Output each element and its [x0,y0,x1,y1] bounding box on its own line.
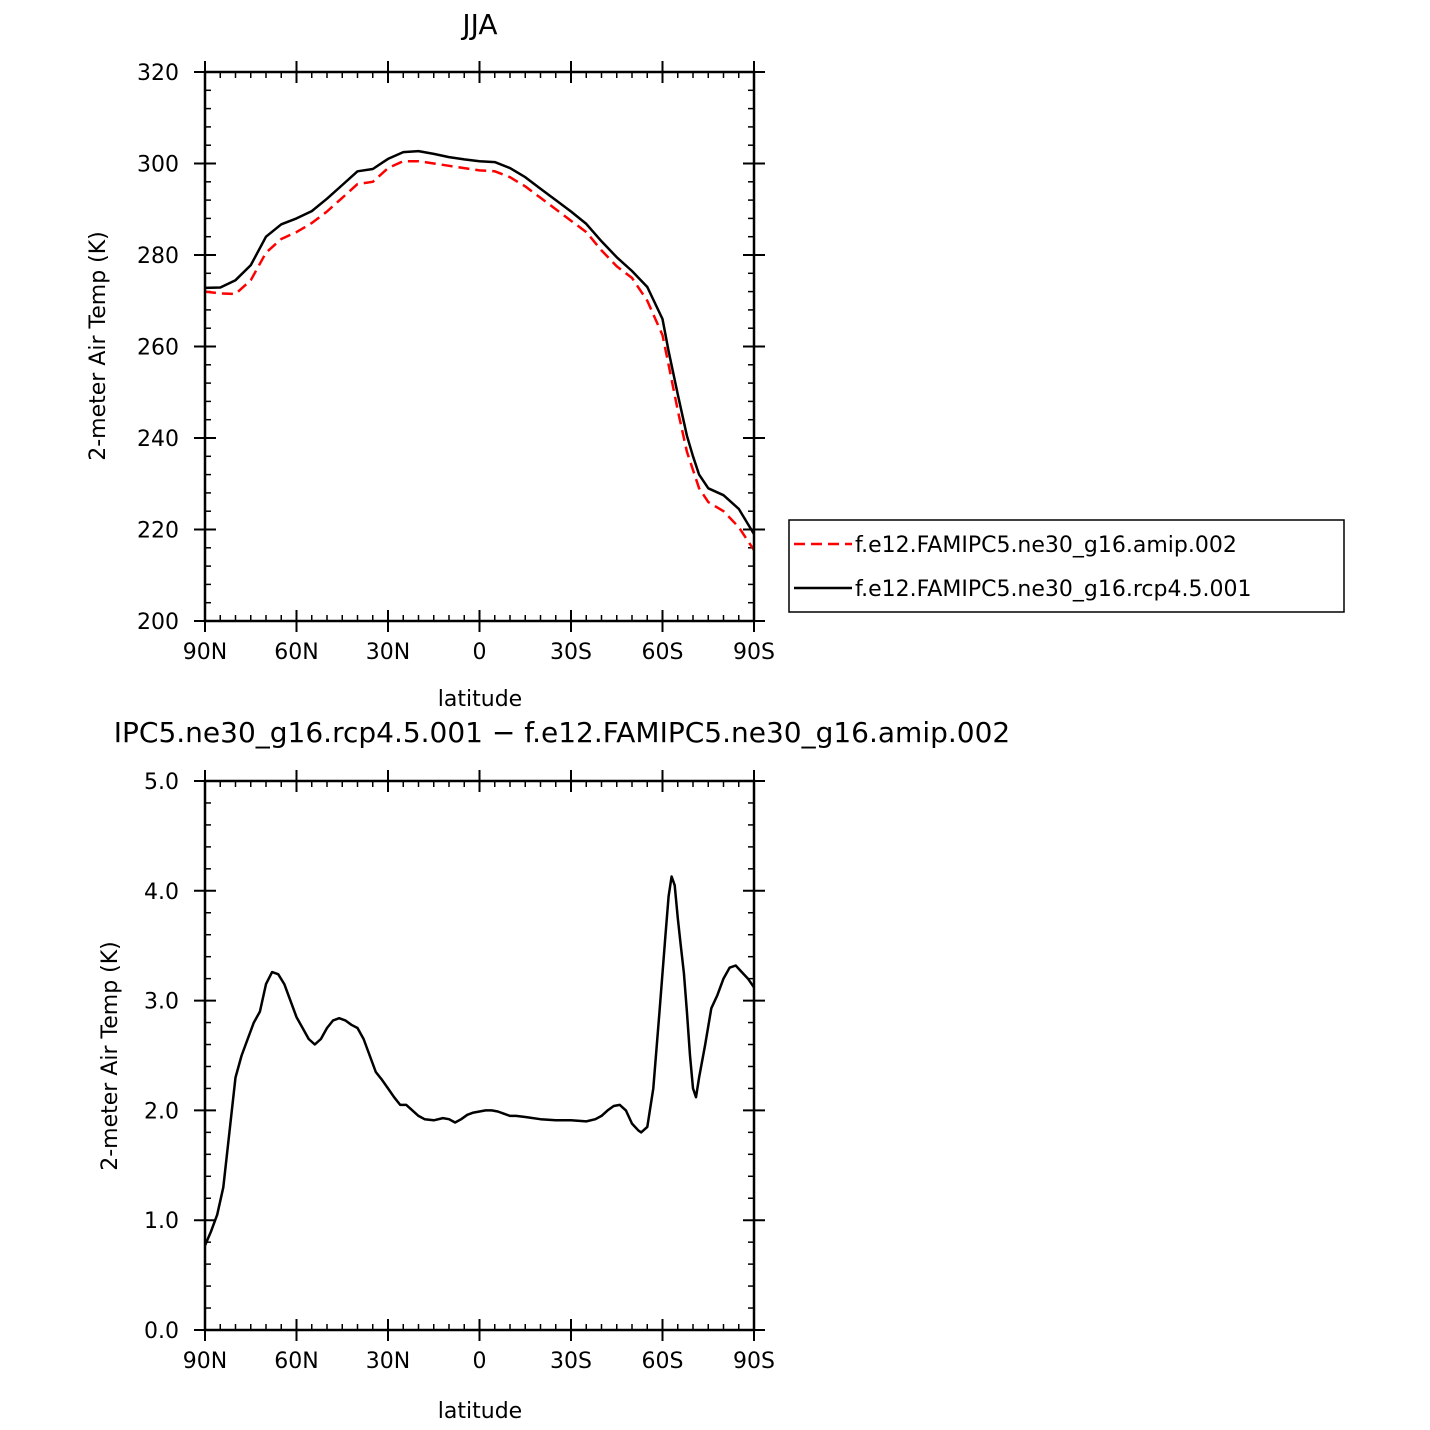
top-panel-series-group [204,149,756,551]
top-panel-y-tick-label: 280 [137,244,179,269]
bottom-panel-y-axis-label: 2-meter Air Temp (K) [98,941,123,1171]
top-panel-x-tick-label: 30S [550,640,592,665]
legend-label-rcp: f.e12.FAMIPC5.ne30_g16.rcp4.5.001 [855,577,1251,602]
top-panel-y-tick-label: 260 [137,336,179,361]
top-panel-x-tick-label: 30N [366,640,410,665]
top-panel-y-tick-label: 200 [137,610,179,635]
bottom-panel-ticks: 90N 60N 30N 0 30S 60S 90S 0.0 1.0 2.0 3.0 4.0 5.0 [144,770,775,1374]
bottom-panel-series-line-1 [203,875,756,1246]
top-panel-y-axis-label: 2-meter Air Temp (K) [86,231,111,461]
top-panel-y-tick-label: 320 [137,61,179,86]
bottom-panel-plot-frame [203,779,756,1332]
bottom-panel-x-tick-label: 90N [183,1349,227,1374]
top-panel-x-tick-label: 0 [473,640,487,665]
bottom-panel-x-tick-label: 0 [473,1349,487,1374]
bottom-panel-series-group [203,875,756,1246]
top-panel-y-tick-label: 300 [137,153,179,178]
bottom-panel-title: IPC5.ne30_g16.rcp4.5.001 − f.e12.FAMIPC5… [114,716,1010,749]
top-panel-y-tick-label: 220 [137,519,179,544]
top-panel-plot-frame [203,70,756,623]
bottom-panel-x-axis-label: latitude [438,1399,522,1424]
top-panel-series-line-2 [204,149,756,535]
bottom-panel-x-tick-label: 60N [274,1349,318,1374]
top-panel-ticks: 90N 60N 30N 0 30S 60S 90S 200 220 240 260 280 300 320 [137,61,775,665]
bottom-panel-x-tick-label: 30N [366,1349,410,1374]
bottom-panel-x-tick-label: 90S [733,1349,775,1374]
bottom-panel-y-tick-label: 1.0 [144,1209,179,1234]
legend-box [788,519,1345,613]
top-panel-y-tick-label: 240 [137,427,179,452]
bottom-panel-y-tick-label: 0.0 [144,1319,179,1344]
top-panel-x-axis-label: latitude [438,687,522,712]
bottom-panel-y-tick-label: 4.0 [144,880,179,905]
bottom-panel-x-tick-label: 30S [550,1349,592,1374]
top-panel-x-tick-label: 60N [274,640,318,665]
bottom-panel-difference: IPC5.ne30_g16.rcp4.5.001 − f.e12.FAMIPC5… [98,716,1010,1424]
legend-label-amip: f.e12.FAMIPC5.ne30_g16.amip.002 [855,533,1237,558]
top-panel-x-tick-label: 90S [733,640,775,665]
top-panel-x-tick-label: 60S [642,640,684,665]
bottom-panel-y-tick-label: 5.0 [144,770,179,795]
bottom-panel-y-tick-label: 3.0 [144,990,179,1015]
top-panel-x-tick-label: 90N [183,640,227,665]
top-panel-title: JJA [460,8,497,41]
bottom-panel-y-tick-label: 2.0 [144,1099,179,1124]
bottom-panel-x-tick-label: 60S [642,1349,684,1374]
top-panel-temperature: JJA latitude 2-meter Air Temp (K) 90N 60N… [86,8,775,712]
top-panel-series-line-1 [204,159,756,551]
legend: f.e12.FAMIPC5.ne30_g16.amip.002 f.e12.FA… [788,519,1345,613]
